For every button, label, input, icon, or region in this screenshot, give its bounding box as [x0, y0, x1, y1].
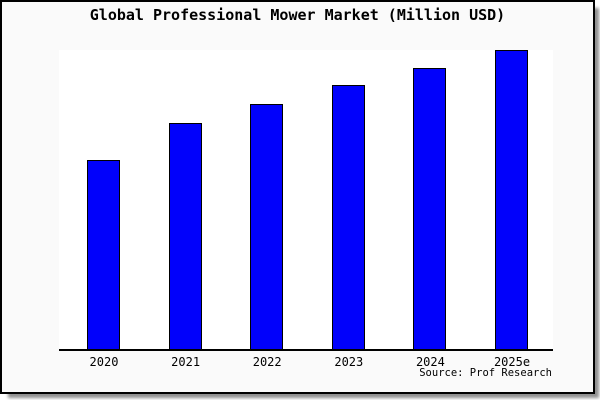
bar-2023	[331, 85, 365, 349]
bar-2024	[413, 68, 447, 349]
bar-2021	[168, 123, 202, 349]
chart-frame: Global Professional Mower Market (Millio…	[0, 0, 595, 394]
x-label-2025e: 2025e	[493, 355, 531, 369]
x-label-2024: 2024	[415, 355, 445, 369]
x-label-2023: 2023	[334, 355, 364, 369]
bar-2025e	[495, 50, 528, 349]
x-label-2020: 2020	[89, 355, 119, 369]
source-attribution: Source: Prof Research	[419, 367, 552, 379]
bar-2020	[87, 160, 120, 349]
x-label-2021: 2021	[171, 355, 201, 369]
plot-area x-axis	[59, 50, 553, 351]
chart-title: Global Professional Mower Market (Millio…	[89, 6, 506, 24]
x-label-2022: 2022	[252, 355, 282, 369]
bar-2022	[250, 104, 284, 349]
